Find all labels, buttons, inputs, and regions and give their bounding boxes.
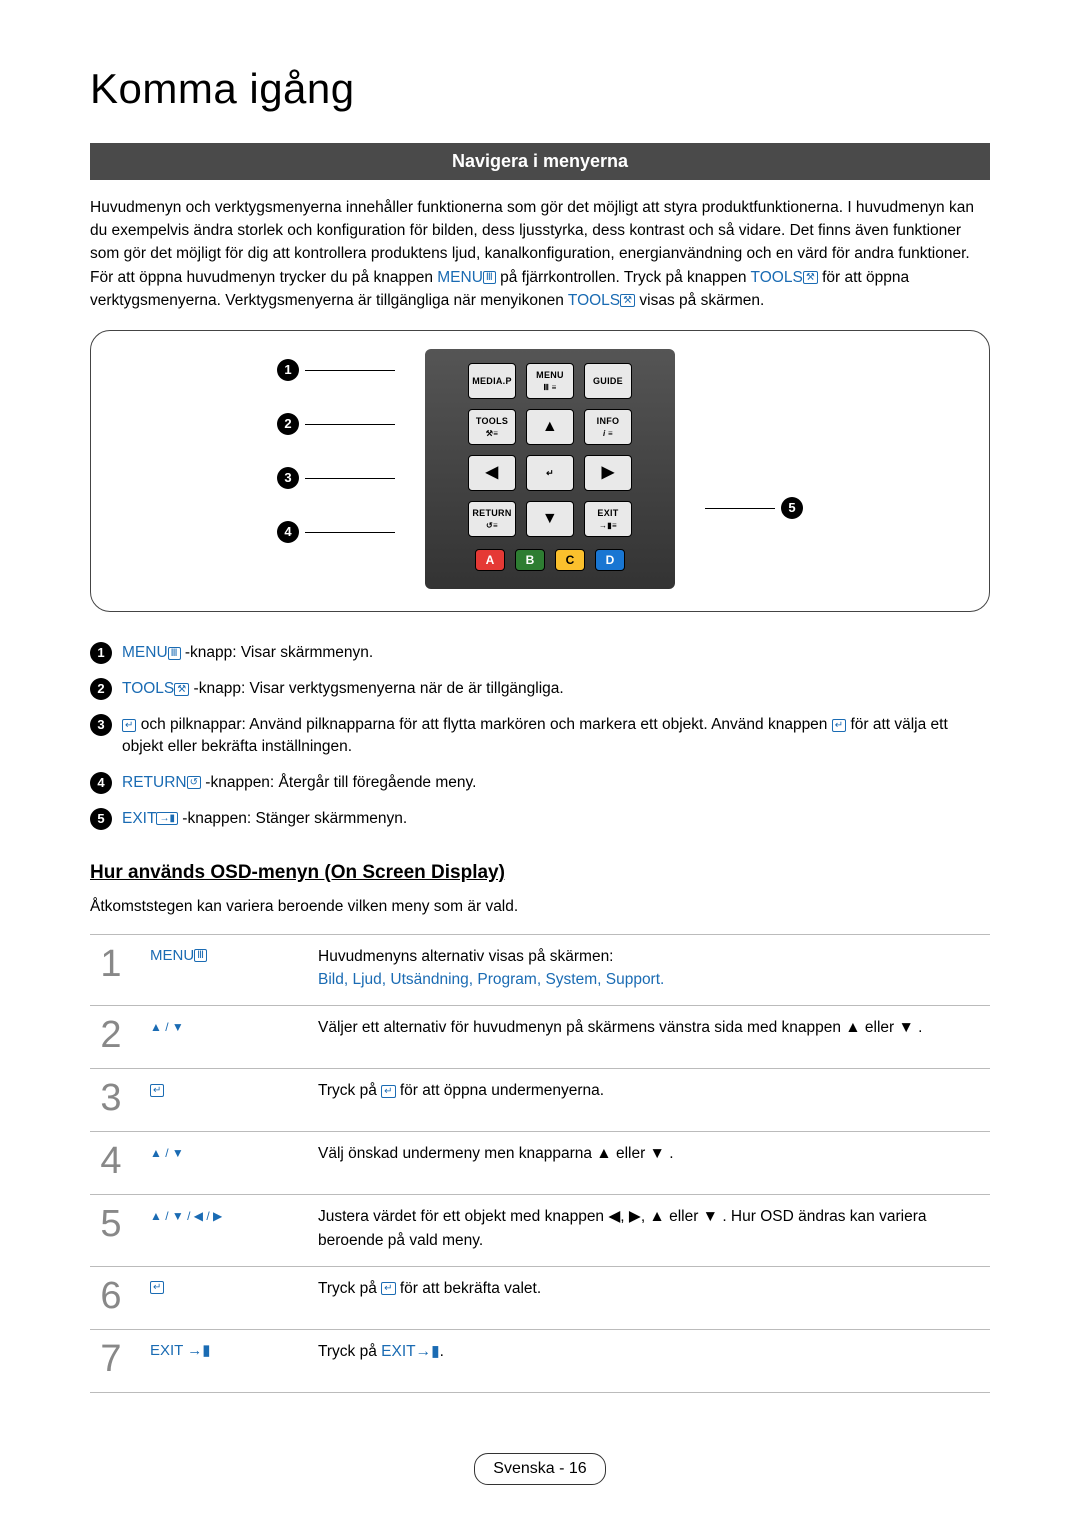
step-1-desc-a: Huvudmenyns alternativ visas på skärmen: xyxy=(318,945,990,968)
up-arrow-button[interactable]: ▲ xyxy=(526,409,574,445)
callout-1: 1 xyxy=(277,359,299,381)
callouts-left: 1 2 3 4 xyxy=(277,349,395,543)
step-1-links: Bild, Ljud, Utsändning, Program, System,… xyxy=(318,968,990,991)
tools-icon-2: ⚒ xyxy=(620,294,635,307)
return-button[interactable]: RETURN↺≡ xyxy=(468,501,516,537)
step-num: 4 xyxy=(90,1142,132,1180)
callouts-right: 5 xyxy=(705,497,803,519)
step-3-desc-b: för att öppna undermenyerna. xyxy=(400,1082,604,1099)
step-num: 2 xyxy=(90,1016,132,1054)
intro-paragraph: Huvudmenyn och verktygsmenyerna innehåll… xyxy=(90,196,990,312)
page-title: Komma igång xyxy=(90,60,990,119)
step-num: 6 xyxy=(90,1277,132,1315)
step-row: 5 ▲ / ▼ / ◀ / ▶ Justera värdet för ett o… xyxy=(90,1194,990,1266)
callout-4: 4 xyxy=(277,521,299,543)
legend-num-3: 3 xyxy=(90,714,112,736)
remote-panel: MEDIA.P MENUⅢ ≡ GUIDE TOOLS⚒≡ ▲ INFOi ≡ … xyxy=(425,349,675,589)
step-5-key: ▲ / ▼ / ◀ / ▶ xyxy=(150,1209,222,1223)
step-3-desc-a: Tryck på xyxy=(318,1082,381,1099)
callout-3: 3 xyxy=(277,467,299,489)
step-6-desc-a: Tryck på xyxy=(318,1280,381,1297)
callout-5: 5 xyxy=(781,497,803,519)
mediap-button[interactable]: MEDIA.P xyxy=(468,363,516,399)
step-num: 1 xyxy=(90,945,132,983)
step-2-desc: Väljer ett alternativ för huvudmenyn på … xyxy=(318,1016,990,1039)
step-7-key: EXIT xyxy=(150,1342,183,1359)
step-2-key: ▲ / ▼ xyxy=(150,1020,184,1034)
step-6-desc-b: för att bekräfta valet. xyxy=(400,1280,541,1297)
legend-num-4: 4 xyxy=(90,772,112,794)
legend-tools-label: TOOLS xyxy=(122,680,174,697)
step-7-desc-label: EXIT xyxy=(381,1343,415,1360)
menu-icon: Ⅲ xyxy=(194,949,207,962)
tools-button[interactable]: TOOLS⚒≡ xyxy=(468,409,516,445)
legend-menu-label: MENU xyxy=(122,644,168,661)
step-row: 2 ▲ / ▼ Väljer ett alternativ för huvudm… xyxy=(90,1005,990,1068)
legend-num-5: 5 xyxy=(90,808,112,830)
osd-subnote: Åtkomststegen kan variera beroende vilke… xyxy=(90,896,990,918)
osd-steps: 1 MENUⅢ Huvudmenyns alternativ visas på … xyxy=(90,934,990,1393)
step-row: 7 EXIT →▮ Tryck på EXIT→▮. xyxy=(90,1329,990,1393)
enter-icon: ↵ xyxy=(832,719,846,732)
color-b-button[interactable]: B xyxy=(515,549,545,571)
step-4-desc: Välj önskad undermeny men knapparna ▲ el… xyxy=(318,1142,990,1165)
menu-icon: Ⅲ xyxy=(483,271,496,284)
menu-label: MENU xyxy=(437,269,483,286)
guide-button[interactable]: GUIDE xyxy=(584,363,632,399)
menu-button[interactable]: MENUⅢ ≡ xyxy=(526,363,574,399)
enter-icon: ↵ xyxy=(150,1281,164,1294)
step-4-key: ▲ / ▼ xyxy=(150,1146,184,1160)
exit-icon: →▮ xyxy=(156,812,178,825)
step-row: 4 ▲ / ▼ Välj önskad undermeny men knappa… xyxy=(90,1131,990,1194)
legend-return-label: RETURN xyxy=(122,774,187,791)
enter-icon: ↵ xyxy=(381,1282,395,1295)
intro-text-d: visas på skärmen. xyxy=(639,292,764,309)
tools-label: TOOLS xyxy=(751,269,803,286)
legend-3-text-a: och pilknappar: Använd pilknapparna för … xyxy=(141,716,832,733)
step-row: 1 MENUⅢ Huvudmenyns alternativ visas på … xyxy=(90,934,990,1006)
exit-button[interactable]: EXIT→▮≡ xyxy=(584,501,632,537)
intro-text-b: på fjärrkontrollen. Tryck på knappen xyxy=(500,269,750,286)
step-7-desc-b: . xyxy=(440,1343,444,1360)
step-num: 3 xyxy=(90,1079,132,1117)
return-icon: ↺ xyxy=(187,776,201,789)
down-arrow-button[interactable]: ▼ xyxy=(526,501,574,537)
menu-icon: Ⅲ xyxy=(168,647,181,660)
section-heading-bar: Navigera i menyerna xyxy=(90,143,990,180)
legend-1-text: -knapp: Visar skärmmenyn. xyxy=(185,644,373,661)
legend-num-1: 1 xyxy=(90,642,112,664)
color-a-button[interactable]: A xyxy=(475,549,505,571)
legend-num-2: 2 xyxy=(90,678,112,700)
color-c-button[interactable]: C xyxy=(555,549,585,571)
enter-button[interactable]: ↵ xyxy=(526,455,574,491)
info-button[interactable]: INFOi ≡ xyxy=(584,409,632,445)
step-5-desc: Justera värdet för ett objekt med knappe… xyxy=(318,1205,990,1252)
legend-exit-label: EXIT xyxy=(122,810,156,827)
osd-heading: Hur används OSD-menyn (On Screen Display… xyxy=(90,860,990,887)
step-1-key: MENU xyxy=(150,947,194,964)
enter-icon: ↵ xyxy=(122,719,136,732)
right-arrow-button[interactable]: ▶ xyxy=(584,455,632,491)
step-7-desc-a: Tryck på xyxy=(318,1343,381,1360)
legend-list: 1 MENUⅢ -knapp: Visar skärmmenyn. 2 TOOL… xyxy=(90,642,990,829)
legend-2-text: -knapp: Visar verktygsmenyerna när de är… xyxy=(194,680,564,697)
left-arrow-button[interactable]: ◀ xyxy=(468,455,516,491)
footer-label: Svenska - 16 xyxy=(474,1453,605,1485)
enter-icon: ↵ xyxy=(150,1084,164,1097)
step-row: 6 ↵ Tryck på ↵ för att bekräfta valet. xyxy=(90,1266,990,1329)
legend-4-text: -knappen: Återgår till föregående meny. xyxy=(205,774,476,791)
tools-label-2: TOOLS xyxy=(568,292,620,309)
tools-icon: ⚒ xyxy=(174,683,189,696)
step-num: 5 xyxy=(90,1205,132,1243)
tools-icon: ⚒ xyxy=(803,271,818,284)
color-d-button[interactable]: D xyxy=(595,549,625,571)
enter-icon: ↵ xyxy=(381,1085,395,1098)
step-row: 3 ↵ Tryck på ↵ för att öppna undermenyer… xyxy=(90,1068,990,1131)
callout-2: 2 xyxy=(277,413,299,435)
legend-5-text: -knappen: Stänger skärmmenyn. xyxy=(182,810,407,827)
page-footer: Svenska - 16 xyxy=(90,1453,990,1485)
remote-diagram: 1 2 3 4 MEDIA.P MENUⅢ ≡ GUIDE TOOLS⚒≡ ▲ … xyxy=(90,330,990,612)
step-num: 7 xyxy=(90,1340,132,1378)
